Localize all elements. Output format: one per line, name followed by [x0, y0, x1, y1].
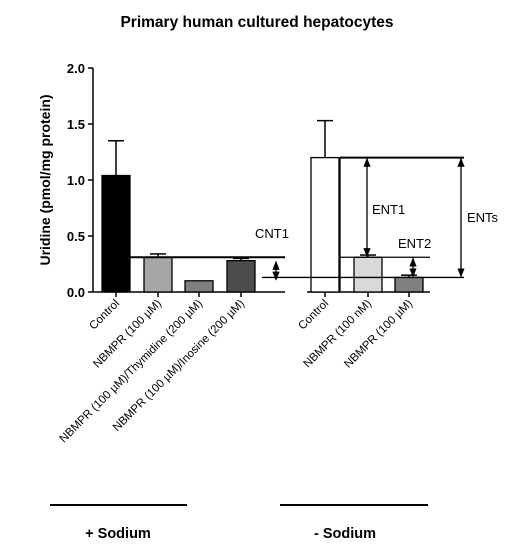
- y-tick-label: 2.0: [67, 61, 85, 76]
- x-tick-labels: Control NBMPR (100 µM) NBMPR (100 µM)/Thym…: [58, 298, 416, 446]
- annotation-label: ENT1: [372, 202, 405, 217]
- x-tick-label: NBMPR (100 µM): [342, 298, 415, 371]
- y-tick-label: 1.0: [67, 173, 85, 188]
- bar: [353, 256, 383, 293]
- annotation-label: CNT1: [255, 226, 289, 241]
- annotation-label: ENTs: [467, 210, 499, 225]
- bar: [184, 280, 214, 293]
- annotation-label: ENT2: [398, 236, 431, 251]
- bar: [143, 256, 173, 293]
- bar: [394, 276, 424, 293]
- y-tick-label: 0.0: [67, 285, 85, 300]
- x-tick-label: NBMPR (100 µM)/Thymidine (200 µM): [58, 298, 206, 446]
- bar: [310, 156, 340, 293]
- y-tick-label: 1.5: [67, 117, 85, 132]
- chart-title: Primary human cultured hepatocytes: [120, 14, 393, 31]
- x-tick-label: Control: [296, 298, 331, 333]
- y-axis-label: Uridine (pmol/mg protein): [37, 94, 53, 265]
- bar: [101, 174, 131, 293]
- group-labels: + Sodium - Sodium: [50, 504, 428, 542]
- group-label: + Sodium: [85, 526, 151, 542]
- bars: [101, 119, 424, 297]
- y-tick-label: 0.5: [67, 229, 85, 244]
- annotations: CNT1 ENT1 ENT2 ENTs: [130, 156, 499, 292]
- x-tick-label: Control: [87, 298, 122, 333]
- group-label: - Sodium: [314, 526, 376, 542]
- bar: [226, 259, 256, 293]
